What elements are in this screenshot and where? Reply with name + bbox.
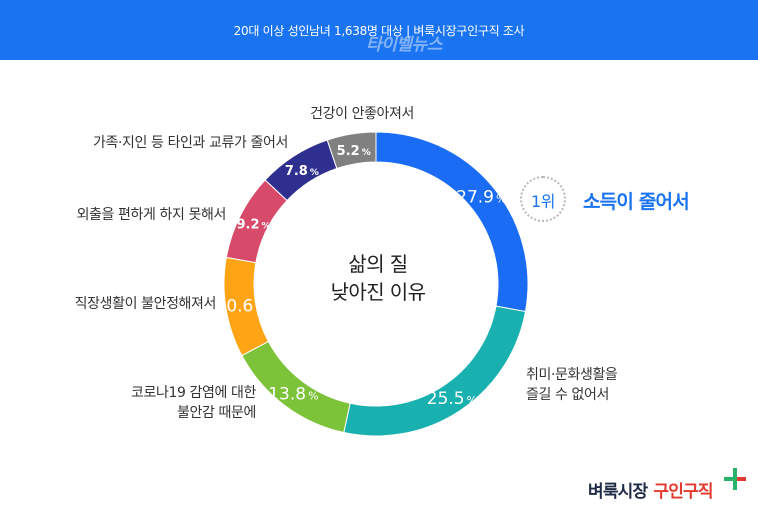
brand-logo: 벼룩시장 구인구직 bbox=[588, 477, 714, 502]
logo-part2: 구인구직 bbox=[653, 482, 713, 502]
donut-slice bbox=[343, 305, 527, 437]
label-job: 직장생활이 불안정해져서 bbox=[74, 296, 217, 312]
slice-value-label: 27.9% bbox=[456, 187, 506, 207]
center-title-line1: 삶의 질 bbox=[348, 252, 408, 276]
label-covid-line1: 코로나19 감염에 대한 bbox=[131, 385, 256, 401]
slice-value-label: 10.6% bbox=[216, 296, 266, 316]
header-banner: 20대 이상 성인남녀 1,638명 대상 | 벼룩시장구인구직 조사 타이벨뉴… bbox=[0, 0, 758, 60]
logo-part1: 벼룩시장 bbox=[588, 482, 648, 502]
rank-badge-circle bbox=[520, 176, 566, 222]
label-covid-line2: 불안감 때문에 bbox=[177, 405, 256, 421]
slice-value-label: 5.2% bbox=[337, 144, 371, 159]
slice-value-label: 25.5% bbox=[427, 389, 477, 409]
label-leisure: 취미·문화생활을 즐길 수 없어서 bbox=[526, 365, 618, 405]
plus-icon bbox=[724, 468, 746, 490]
label-outing: 외출을 편하게 하지 못해서 bbox=[76, 207, 227, 223]
top-reason-label: 소득이 줄어서 bbox=[583, 191, 690, 213]
center-title-line2: 낮아진 이유 bbox=[330, 280, 426, 304]
label-covid: 코로나19 감염에 대한 불안감 때문에 bbox=[60, 383, 256, 423]
slice-value-label: 13.8% bbox=[268, 384, 318, 404]
slice-value-label: 7.8% bbox=[285, 164, 319, 179]
label-leisure-line2: 즐길 수 없어서 bbox=[526, 387, 609, 403]
watermark-logo: 타이벨뉴스 bbox=[366, 35, 442, 55]
donut-slice bbox=[326, 131, 377, 170]
slice-value-label: 9.2% bbox=[237, 218, 271, 233]
label-health: 건강이 안좋아져서 bbox=[310, 106, 414, 122]
label-leisure-line1: 취미·문화생활을 bbox=[526, 367, 618, 383]
survey-info: 20대 이상 성인남녀 1,638명 대상 | 벼룩시장구인구직 조사 bbox=[233, 24, 525, 38]
chart-center-title: 삶의 질 낮아진 이유 bbox=[303, 250, 453, 306]
rank-badge-text: 1위 bbox=[531, 192, 555, 211]
label-social: 가족·지인 등 타인과 교류가 줄어서 bbox=[93, 135, 288, 151]
